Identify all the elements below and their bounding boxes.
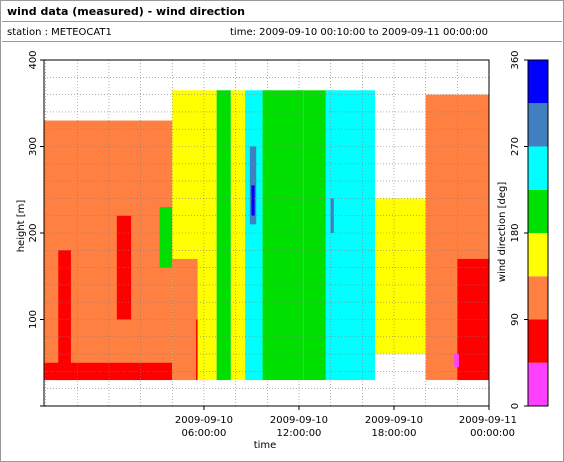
colorbar-bin [528, 276, 548, 320]
window-title: wind data (measured) - wind direction [7, 5, 245, 18]
y-tick-label: 100 [28, 310, 39, 329]
data-cell [159, 207, 173, 268]
data-cell [245, 90, 263, 381]
colorbar-bin [528, 189, 548, 233]
x-tick-label-time: 00:00:00 [470, 428, 515, 439]
x-tick-label-date: 2009-09-10 [365, 415, 423, 426]
data-cell [374, 198, 426, 355]
colorbar-bin [528, 146, 548, 190]
title-divider [2, 21, 562, 22]
data-cell [454, 354, 459, 368]
colorbar-bin [528, 60, 548, 104]
x-tick-label-time: 18:00:00 [372, 428, 417, 439]
data-cell [197, 90, 217, 381]
x-tick-label-date: 2009-09-10 [175, 415, 233, 426]
x-tick-label-time: 06:00:00 [181, 428, 226, 439]
colorbar-tick-label: 180 [510, 223, 521, 242]
data-cell [303, 90, 326, 381]
x-axis-label: time [254, 440, 277, 451]
data-cell [58, 250, 71, 381]
y-axis-label: height [m] [16, 200, 27, 253]
colorbar-tick-label: 270 [510, 137, 521, 156]
data-cell [216, 90, 231, 381]
y-tick-label: 300 [28, 137, 39, 156]
data-cell [230, 90, 246, 381]
y-tick-label: 400 [28, 50, 39, 69]
data-cell [325, 90, 375, 381]
station-label: station : METEOCAT1 [7, 27, 112, 38]
x-tick-label-date: 2009-09-10 [270, 415, 328, 426]
data-cell [116, 215, 132, 320]
data-cell [44, 362, 173, 381]
colorbar-label: wind direction [deg] [497, 182, 508, 283]
x-tick-label-date: 2009-09-11 [459, 415, 517, 426]
x-tick-label-time: 12:00:00 [277, 428, 322, 439]
colorbar-bin [528, 103, 548, 147]
y-tick-label: 200 [28, 223, 39, 242]
heatmap-plot: 100 200 300 400 2009-09-10 06:00:00 2009-09-10… [28, 50, 517, 439]
colorbar-tick-label: 0 [510, 403, 521, 409]
colorbar-bin [528, 233, 548, 277]
colorbar: 0 90 180 270 360 [510, 50, 549, 409]
colorbar-bin [528, 319, 548, 363]
data-cell [251, 185, 255, 216]
time-range-label: time: 2009-09-10 00:10:00 to 2009-09-11 … [230, 27, 488, 38]
colorbar-tick-label: 360 [510, 50, 521, 69]
colorbar-tick-label: 90 [510, 313, 521, 326]
data-cell [262, 90, 304, 381]
info-divider [2, 41, 562, 42]
colorbar-bin [528, 362, 548, 406]
